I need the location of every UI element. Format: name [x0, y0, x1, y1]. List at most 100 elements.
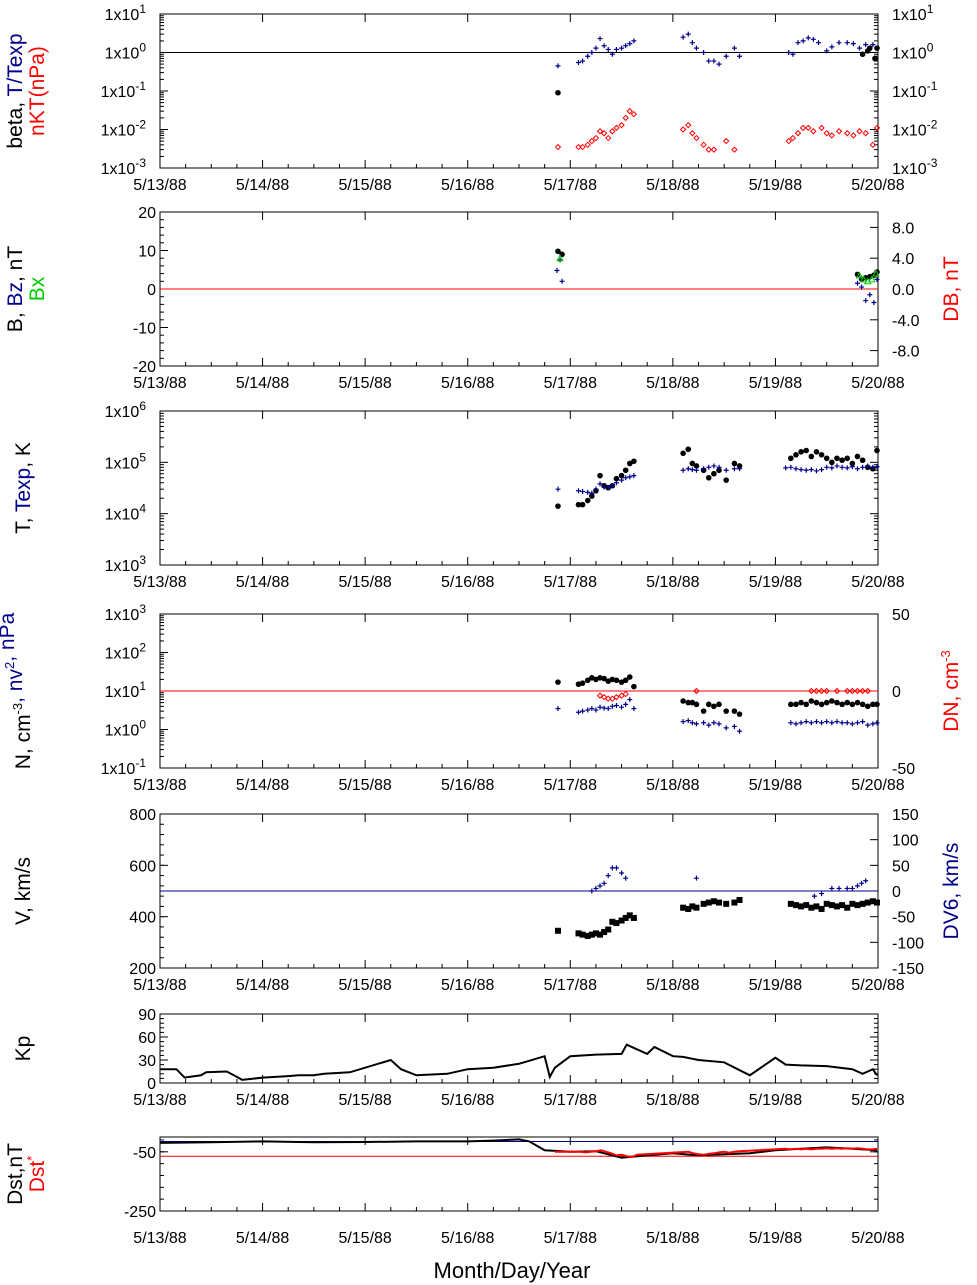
data-point	[716, 701, 722, 708]
data-point	[805, 124, 812, 132]
data-point	[575, 59, 581, 65]
x-tick-label: 5/16/88	[441, 177, 494, 194]
data-point	[613, 703, 619, 709]
data-point	[818, 687, 825, 695]
x-tick-label: 5/18/88	[646, 574, 699, 591]
data-point	[554, 143, 562, 151]
data-point	[609, 128, 616, 135]
x-tick-label: 5/19/88	[749, 777, 802, 794]
data-point	[859, 275, 868, 283]
x-tick-label: 5/15/88	[338, 777, 391, 794]
data-point	[813, 687, 820, 695]
right-tick-label: 1x10-3	[892, 156, 938, 178]
y-axis-title-line2: Bx	[26, 276, 49, 301]
y-tick-label: 0	[147, 282, 156, 299]
x-tick-label: 5/20/88	[851, 375, 904, 392]
data-point	[819, 467, 825, 473]
series-black	[159, 1138, 878, 1159]
data-point	[623, 475, 629, 481]
data-point	[584, 141, 591, 149]
right-tick-label: 0	[892, 884, 901, 901]
data-point	[580, 708, 586, 714]
x-tick-label: 5/15/88	[338, 977, 391, 994]
plot-frame	[159, 1013, 879, 1084]
data-point	[818, 905, 825, 912]
data-point	[619, 870, 625, 876]
x-tick-label: 5/20/88	[851, 1092, 904, 1109]
y-tick-label: 1x106	[105, 399, 147, 421]
data-point	[793, 452, 799, 458]
data-point	[818, 452, 825, 458]
data-point	[623, 875, 629, 881]
data-point	[844, 904, 851, 911]
data-point	[849, 900, 856, 907]
data-point	[783, 465, 789, 471]
x-tick-label: 5/14/88	[236, 777, 289, 794]
data-point	[818, 124, 825, 132]
data-point	[798, 720, 804, 726]
series-black	[554, 896, 880, 939]
data-point	[854, 453, 861, 460]
x-tick-label: 5/16/88	[441, 777, 494, 794]
data-point	[588, 931, 595, 938]
series-green	[556, 254, 880, 285]
data-point	[823, 900, 830, 907]
data-point	[813, 468, 819, 474]
x-tick-label: 5/20/88	[851, 1230, 904, 1247]
data-point	[793, 466, 799, 472]
data-point	[722, 137, 730, 145]
data-point	[716, 467, 722, 474]
y-tick-label: -20	[133, 359, 156, 376]
data-point	[834, 455, 840, 462]
data-point	[808, 687, 815, 695]
y-tick-label: 20	[138, 205, 156, 222]
x-tick-label: 5/19/88	[749, 177, 802, 194]
series-line	[554, 1147, 878, 1159]
data-point	[700, 141, 707, 149]
data-point	[803, 701, 809, 708]
data-point	[627, 697, 633, 703]
x-tick-label: 5/16/88	[441, 1230, 494, 1247]
right-tick-label: 0.0	[892, 282, 914, 299]
data-point	[813, 449, 820, 455]
data-point	[580, 489, 586, 495]
data-point	[844, 465, 850, 471]
data-point	[593, 45, 599, 51]
data-point	[849, 687, 856, 695]
data-point	[689, 130, 696, 137]
data-point	[829, 698, 835, 704]
x-tick-label: 5/18/88	[646, 375, 699, 392]
panel-density: 5/13/88 5/14/88 5/15/88 5/16/88 5/17/88 5/18/…	[0, 602, 963, 794]
data-point	[579, 680, 586, 686]
data-point	[795, 40, 801, 46]
data-point	[627, 41, 633, 47]
data-point	[870, 701, 876, 708]
right-tick-label: -50	[892, 910, 915, 927]
data-point	[873, 124, 881, 132]
y-tick-label: 0	[147, 1076, 156, 1093]
data-point	[854, 883, 860, 889]
data-point	[871, 299, 877, 305]
data-point	[731, 146, 738, 153]
x-tick-label: 5/14/88	[236, 574, 289, 591]
data-point	[555, 679, 561, 685]
data-point	[869, 141, 877, 149]
data-point	[859, 701, 866, 708]
data-point	[584, 497, 591, 504]
data-point	[794, 130, 802, 137]
data-point	[685, 31, 691, 37]
y-axis-title-line2: Dst*	[24, 1156, 49, 1193]
data-point	[623, 43, 629, 49]
data-point	[613, 920, 620, 927]
x-tick-label: 5/15/88	[338, 574, 391, 591]
x-tick-label: 5/14/88	[236, 375, 289, 392]
data-point	[596, 128, 604, 135]
data-point	[693, 875, 699, 881]
data-point	[596, 692, 604, 699]
right-tick-label: 8.0	[892, 220, 914, 237]
data-point	[869, 898, 876, 905]
data-point	[856, 128, 863, 135]
data-point	[863, 298, 869, 304]
data-point	[854, 466, 860, 472]
x-tick-label: 5/13/88	[133, 1230, 186, 1247]
